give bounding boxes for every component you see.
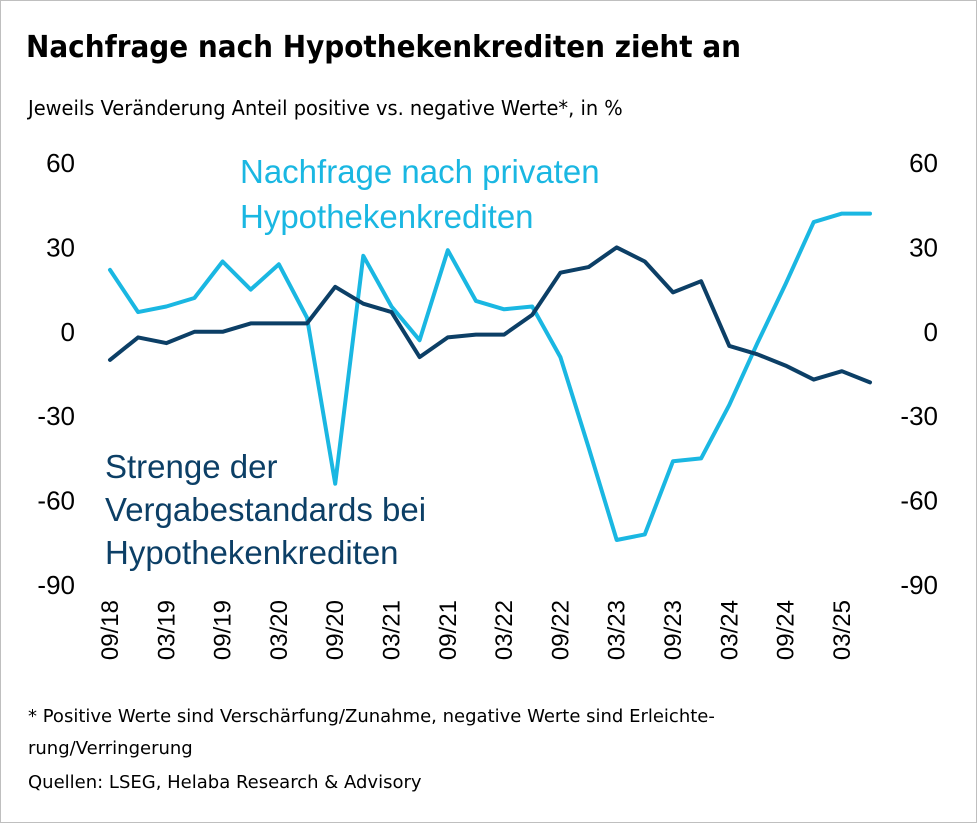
source-note: Quellen: LSEG, Helaba Research & Advisor… [28,772,422,793]
y-tick-label-left: -60 [37,486,75,516]
standards-series-label: Vergabestandards bei [105,491,426,528]
y-axis-right: 60 30 0 -30 -60 -90 [900,148,938,600]
x-tick-label: 03/21 [378,600,405,660]
x-tick-label: 03/19 [153,600,180,660]
y-tick-label-left: -30 [37,401,75,431]
y-tick-label-right: -60 [900,486,938,516]
y-tick-label-left: 30 [46,232,75,262]
x-tick-label: 09/19 [210,600,237,660]
x-axis: 09/18 03/19 09/19 03/20 09/20 03/21 09/21 03/22… [97,600,856,660]
footnote-line-1: * Positive Werte sind Verschärfung/Zunah… [28,706,715,727]
y-tick-label-right: 60 [909,148,938,178]
x-tick-label: 09/18 [97,600,124,660]
x-tick-label: 03/23 [604,600,631,660]
x-tick-label: 03/25 [829,600,856,660]
x-tick-label: 09/22 [547,600,574,660]
demand-series-label: Hypothekenkrediten [240,198,534,235]
x-tick-label: 03/20 [266,600,293,660]
standards-series-label: Strenge der [105,448,277,485]
series-annotations: Nachfrage nach privaten Hypothekenkredite… [105,153,600,571]
line-chart: 60 30 0 -30 -60 -90 60 30 0 -30 -60 -90 09/18 03/19… [37,148,938,660]
x-tick-label: 09/23 [660,600,687,660]
standards-line [108,245,872,385]
y-tick-label-right: -90 [900,570,938,600]
demand-series-label: Nachfrage nach privaten [240,153,600,190]
plot-area [108,211,872,542]
y-tick-label-left: 0 [61,317,75,347]
x-tick-label: 09/21 [435,600,462,660]
y-tick-label-right: 0 [924,317,938,347]
y-axis-left: 60 30 0 -30 -60 -90 [37,148,75,600]
y-tick-label-right: -30 [900,401,938,431]
chart-title: Nachfrage nach Hypothekenkrediten zieht … [26,30,742,65]
x-tick-label: 03/24 [716,600,743,660]
y-tick-label-left: 60 [46,148,75,178]
demand-line [108,211,872,542]
x-tick-label: 09/24 [773,600,800,660]
y-tick-label-right: 30 [909,232,938,262]
x-tick-label: 09/20 [322,600,349,660]
x-tick-label: 03/22 [491,600,518,660]
chart-subtitle: Jeweils Veränderung Anteil positive vs. … [28,96,623,120]
footnote-line-2: rung/Verringerung [28,738,193,759]
y-tick-label-left: -90 [37,570,75,600]
standards-series-label: Hypothekenkrediten [105,534,399,571]
